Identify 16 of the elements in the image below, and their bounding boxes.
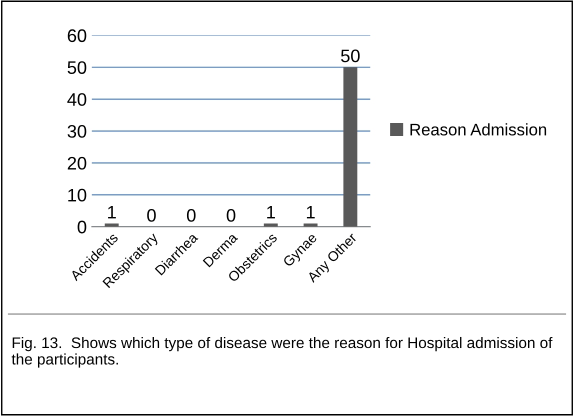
data-label: 0 [226, 208, 236, 222]
data-label: 50 [341, 50, 360, 62]
data-label: 0 [186, 208, 196, 222]
data-label: 1 [267, 206, 275, 218]
legend-label: Reason Admission [410, 123, 546, 136]
y-tick-label: 0 [78, 220, 86, 234]
y-tick-label: 20 [68, 156, 86, 170]
data-label: 1 [306, 206, 315, 218]
y-tick-label: 10 [68, 188, 86, 202]
data-label: 0 [147, 208, 156, 222]
y-tick-label: 40 [67, 93, 86, 106]
y-tick-label: 60 [68, 29, 86, 42]
y-tick-label: 30 [68, 124, 86, 138]
data-label: 1 [108, 206, 116, 218]
y-tick-label: 50 [68, 61, 86, 74]
caption: Fig. 13. Shows which type of disease were the reason for Hospital admission of the participants. [12, 336, 552, 368]
